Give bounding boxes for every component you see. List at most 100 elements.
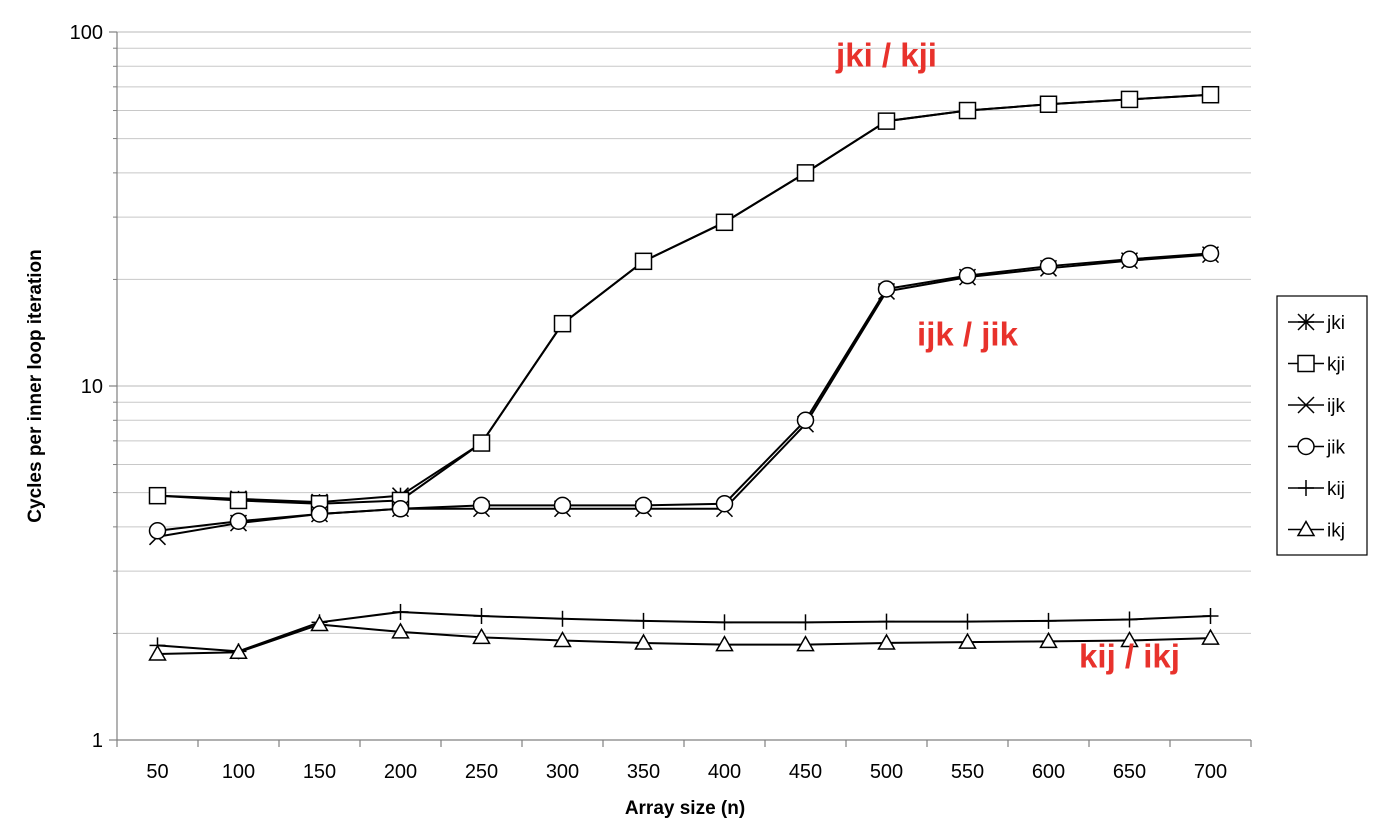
- x-tick-label: 50: [146, 761, 168, 783]
- x-tick-label: 650: [1113, 761, 1146, 783]
- series-ikj: [157, 623, 1211, 655]
- data-point-jik: [229, 512, 248, 530]
- annotation-label: ijk / jik: [917, 316, 1019, 353]
- series-markers-kij: [149, 603, 1219, 660]
- data-point-ikj: [958, 632, 977, 649]
- x-tick-label: 500: [870, 761, 903, 783]
- annotation-label: jki / kji: [835, 36, 937, 73]
- series-markers-jki: [148, 86, 1220, 511]
- data-point-ikj: [634, 633, 653, 650]
- annotations: jki / kji ijk / jik kij / ikj: [835, 36, 1180, 674]
- x-tick-label: 300: [546, 761, 579, 783]
- legend-label: kji: [1327, 355, 1345, 376]
- x-axis-title: Array size (n): [625, 798, 745, 819]
- data-point-kij: [473, 608, 490, 625]
- data-point-kij: [1121, 611, 1138, 628]
- x-tick-label: 250: [465, 761, 498, 783]
- data-point-ikj: [796, 635, 815, 652]
- data-point-jik: [472, 496, 491, 515]
- data-point-jik: [310, 505, 329, 523]
- data-point-jik: [1201, 244, 1220, 263]
- data-point-kij: [797, 614, 814, 631]
- legend-marker-triangle: [1296, 519, 1316, 537]
- series-line-ikj: [157, 623, 1211, 655]
- x-tick-label: 550: [951, 761, 984, 783]
- data-point-ikj: [148, 644, 167, 661]
- data-point-kji: [877, 112, 896, 130]
- data-point-ikj: [472, 627, 491, 645]
- x-tick-label: 200: [384, 761, 417, 783]
- data-point-jik: [391, 500, 410, 518]
- y-axis-title: Cycles per inner loop iteration: [25, 249, 46, 522]
- series-markers-ikj: [148, 614, 1220, 661]
- y-tick-label: 10: [81, 376, 103, 398]
- data-point-jik: [553, 496, 572, 515]
- data-point-kji: [1201, 85, 1220, 104]
- data-point-kji: [715, 213, 734, 232]
- legend-box: [1276, 295, 1368, 556]
- data-point-kji: [148, 486, 167, 505]
- data-point-ikj: [1039, 631, 1058, 649]
- grid: [117, 31, 1251, 634]
- series-group: [148, 85, 1220, 661]
- data-point-kji: [553, 314, 572, 333]
- data-point-kij: [1040, 612, 1057, 629]
- data-point-ikj: [553, 631, 572, 648]
- legend-label: jki: [1326, 313, 1345, 334]
- series-ijk: [157, 253, 1211, 538]
- legend: jki kji ijk jik kij ikj: [1276, 295, 1368, 556]
- y-tick-label: 1: [92, 730, 103, 752]
- x-tick-label: 700: [1194, 761, 1227, 783]
- series-markers-jik: [148, 244, 1220, 540]
- series-markers-ijk: [148, 246, 1220, 546]
- x-tick-label: 450: [789, 761, 822, 783]
- series-jik: [157, 252, 1211, 532]
- data-point-ikj: [391, 622, 410, 639]
- data-point-kij: [959, 613, 976, 630]
- legend-marker-x: [1297, 396, 1315, 414]
- legend-item-ijk: ijk: [1288, 396, 1345, 417]
- legend-item-ikj: ikj: [1288, 519, 1345, 542]
- series-kji: [157, 93, 1211, 505]
- data-point-ikj: [310, 614, 329, 632]
- series-line-jik: [157, 252, 1211, 532]
- y-tick-label: 100: [70, 22, 103, 44]
- data-point-ikj: [715, 635, 734, 652]
- data-point-jik: [715, 494, 734, 513]
- data-point-ikj: [877, 633, 896, 650]
- data-point-kij: [1202, 608, 1219, 625]
- data-point-ikj: [1120, 631, 1139, 648]
- data-point-kij: [635, 612, 652, 629]
- legend-marker-circle: [1297, 437, 1315, 456]
- x-tick-label: 100: [222, 761, 255, 783]
- data-point-jik: [634, 496, 653, 515]
- data-point-kij: [554, 610, 571, 627]
- legend-item-kji: kji: [1288, 355, 1345, 376]
- legend-label: ijk: [1327, 396, 1345, 417]
- data-point-kij: [878, 613, 895, 630]
- annotation-label: kij / ikj: [1079, 638, 1180, 675]
- data-point-jik: [1120, 250, 1139, 269]
- legend-marker-square: [1297, 354, 1315, 373]
- data-point-jik: [148, 522, 167, 540]
- x-tick-label: 400: [708, 761, 741, 783]
- data-point-kji: [1039, 95, 1058, 114]
- series-line-kji: [157, 93, 1211, 505]
- legend-label: kij: [1327, 479, 1345, 500]
- legend-item-jik: jik: [1288, 438, 1345, 459]
- legend-item-kij: kij: [1288, 479, 1345, 500]
- legend-marker-plus: [1298, 480, 1314, 496]
- data-point-kji: [1120, 90, 1139, 109]
- data-point-kij: [392, 603, 409, 620]
- x-tick-label: 150: [303, 761, 336, 783]
- x-tick-label: 350: [627, 761, 660, 783]
- data-point-jik: [796, 411, 815, 430]
- x-tick-label: 600: [1032, 761, 1065, 783]
- data-point-kji: [472, 434, 491, 452]
- data-point-kji: [229, 491, 248, 510]
- series-kij: [157, 610, 1211, 653]
- data-point-kij: [716, 614, 733, 631]
- legend-label: ikj: [1327, 521, 1345, 542]
